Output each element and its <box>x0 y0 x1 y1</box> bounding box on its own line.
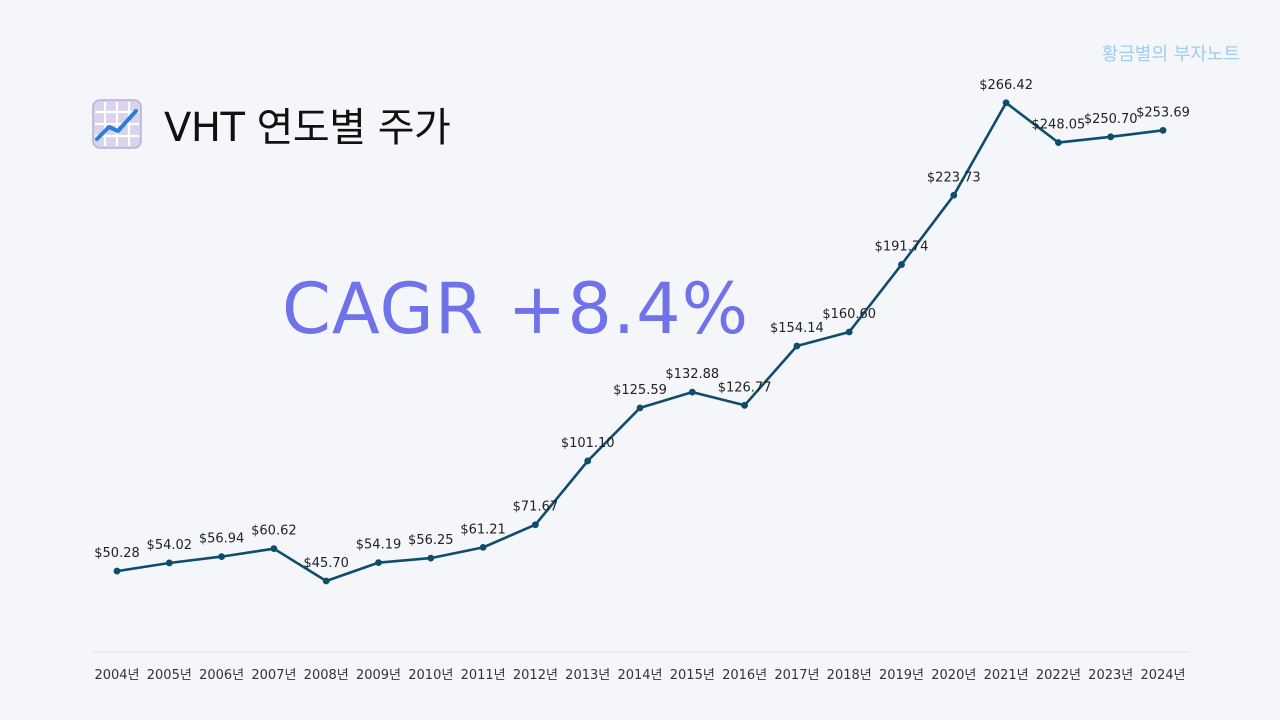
data-point <box>741 401 748 409</box>
x-tick-label: 2017년 <box>774 668 819 683</box>
x-tick-label: 2022년 <box>1036 668 1081 683</box>
data-label: $160.60 <box>822 307 876 322</box>
data-label: $191.74 <box>875 240 929 255</box>
x-tick-label: 2013년 <box>565 668 610 683</box>
data-point <box>1107 133 1115 141</box>
data-label: $154.14 <box>770 321 824 336</box>
data-label: $71.67 <box>513 500 559 515</box>
data-label: $132.88 <box>665 367 719 382</box>
data-point <box>218 553 226 561</box>
page-title: VHT 연도별 주가 <box>164 105 451 151</box>
cagr-value: CAGR +8.4% <box>282 268 750 350</box>
x-tick-label: 2020년 <box>931 668 976 683</box>
page-header: VHT 연도별 주가 <box>92 98 451 151</box>
data-point <box>688 388 696 396</box>
data-point <box>113 567 121 575</box>
chart-increasing-icon <box>92 99 142 149</box>
data-label: $54.19 <box>356 538 402 553</box>
data-label: $126.77 <box>718 380 772 395</box>
data-label: $54.02 <box>147 538 193 553</box>
x-tick-label: 2015년 <box>670 668 715 683</box>
x-tick-label: 2009년 <box>356 668 401 683</box>
data-point <box>636 404 644 412</box>
data-point <box>1159 126 1167 134</box>
data-label: $125.59 <box>613 383 667 398</box>
data-point <box>1055 139 1062 146</box>
data-point <box>584 457 592 465</box>
series-line <box>116 101 1164 583</box>
x-tick-label: 2010년 <box>408 668 453 683</box>
data-label: $253.69 <box>1136 105 1190 120</box>
data-point <box>165 559 173 567</box>
data-point <box>375 559 382 566</box>
data-label: $60.62 <box>251 524 297 539</box>
data-point <box>427 554 435 562</box>
series-layer <box>113 99 1167 585</box>
data-label: $266.42 <box>979 78 1033 93</box>
x-tick-label: 2019년 <box>879 668 924 683</box>
x-tick-layer: 2004년 2005년 2006년 2007년 2008년 2009년 2010년 2011년… <box>94 668 1185 683</box>
data-point <box>950 191 958 199</box>
x-tick-label: 2016년 <box>722 668 767 683</box>
x-tick-label: 2007년 <box>251 668 296 683</box>
data-label: $248.05 <box>1032 118 1086 133</box>
data-label: $45.70 <box>303 556 349 571</box>
data-label: $250.70 <box>1084 112 1138 127</box>
data-point <box>793 342 801 350</box>
data-point <box>845 328 853 336</box>
x-tick-label: 2023년 <box>1088 668 1133 683</box>
data-point <box>479 543 487 551</box>
data-point <box>322 577 330 585</box>
x-tick-label: 2011년 <box>461 668 506 683</box>
x-tick-label: 2006년 <box>199 668 244 683</box>
data-label: $50.28 <box>94 546 140 561</box>
data-label: $223.73 <box>927 170 981 185</box>
x-tick-label: 2018년 <box>827 668 872 683</box>
label-layer: $50.28 $54.02 $56.94 $60.62 $45.70 $54.19 $56.… <box>94 78 1190 571</box>
data-point <box>270 545 278 553</box>
x-tick-label: 2005년 <box>147 668 192 683</box>
x-tick-label: 2008년 <box>304 668 349 683</box>
x-tick-label: 2012년 <box>513 668 558 683</box>
data-label: $56.25 <box>408 533 454 548</box>
data-point <box>532 521 539 529</box>
watermark-text: 황금별의 부자노트 <box>1101 44 1240 65</box>
x-tick-label: 2021년 <box>984 668 1029 683</box>
x-tick-label: 2004년 <box>94 668 139 683</box>
data-label: $101.10 <box>561 436 615 451</box>
data-label: $61.21 <box>460 522 506 537</box>
x-tick-label: 2024년 <box>1140 668 1185 683</box>
data-point <box>898 261 905 268</box>
x-tick-label: 2014년 <box>617 668 662 683</box>
data-label: $56.94 <box>199 532 245 547</box>
data-point <box>1002 99 1010 107</box>
